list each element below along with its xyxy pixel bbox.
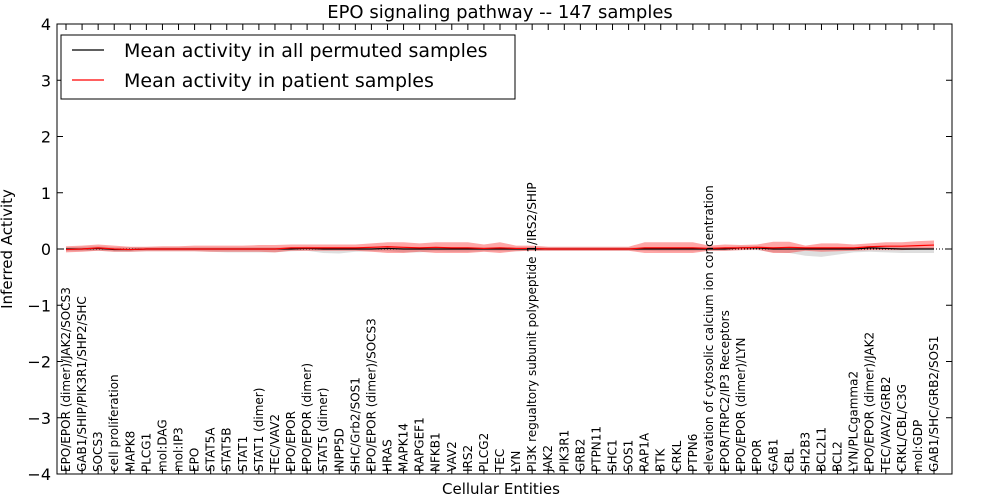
x-category-label: SHC/Grb2/SOS1 <box>348 377 362 472</box>
y-tick-label: −4 <box>27 465 51 484</box>
x-category-label: mol:GDP <box>911 420 925 472</box>
x-category-label: IRS2 <box>461 445 475 472</box>
x-category-label: GAB1/SHIP/PIK3R1/SHP2/SHC <box>75 296 89 472</box>
x-category-label: RAPGEF1 <box>413 417 427 472</box>
x-category-label: STAT1 <box>236 436 250 472</box>
x-category-label: MAPK8 <box>123 431 137 472</box>
x-category-label: JAK2 <box>541 445 555 473</box>
y-tick-label: 0 <box>41 240 51 259</box>
x-category-label: EPO/EPOR (dimer)/SOCS3 <box>364 318 378 472</box>
y-tick-label: 3 <box>41 71 51 90</box>
x-category-label: SHC1 <box>606 439 620 472</box>
x-category-label: TEC/VAV2 <box>268 414 282 473</box>
x-category-label: TEC <box>493 449 507 473</box>
x-category-label: elevation of cytosolic calcium ion conce… <box>702 185 716 472</box>
x-category-label: PTPN11 <box>589 426 603 472</box>
x-category-label: STAT5A <box>204 427 218 472</box>
legend-label-permuted: Mean activity in all permuted samples <box>124 40 487 62</box>
x-category-label: STAT5 (dimer) <box>316 388 330 472</box>
x-category-label: CRKL <box>670 440 684 472</box>
x-category-label: SOCS3 <box>91 431 105 472</box>
x-category-label: VAV2 <box>445 441 459 472</box>
band-patient <box>66 240 934 253</box>
x-category-label: EPO/EPOR (dimer)/JAK2/SOCS3 <box>59 287 73 472</box>
x-category-label: PLCG2 <box>477 433 491 472</box>
x-category-label: LYN/PLCgamma2 <box>847 371 861 472</box>
x-category-label: RAP1A <box>638 432 652 472</box>
x-category-label: BCL2 <box>831 441 845 472</box>
x-category-label: INPP5D <box>332 428 346 472</box>
x-category-label: SOS1 <box>622 440 636 472</box>
x-category-label: mol:IP3 <box>172 427 186 472</box>
x-category-label: HRAS <box>380 439 394 472</box>
x-category-label: EPO/EPOR (dimer) <box>300 363 314 472</box>
x-category-label: EPOR <box>750 439 764 472</box>
y-tick-label: −2 <box>27 353 51 372</box>
x-category-label: STAT5B <box>220 428 234 473</box>
x-category-label: GAB1 <box>766 439 780 472</box>
x-category-label: GRB2 <box>573 438 587 472</box>
x-category-label: EPO/EPOR (dimer)/JAK2 <box>863 332 877 472</box>
x-category-label: EPOR/TRPC2/IP3 Receptors <box>718 310 732 472</box>
x-category-label: cell proliferation <box>107 374 121 472</box>
legend: Mean activity in all permuted samples Me… <box>60 34 516 100</box>
x-category-label: mol:DAG <box>155 419 169 472</box>
x-category-label: CRKL/CBL/C3G <box>895 384 909 472</box>
legend-box <box>60 34 516 100</box>
x-category-label: EPO/EPOR (dimer)/LYN <box>734 338 748 472</box>
y-tick-label: 4 <box>41 15 51 34</box>
x-category-label: BCL2L1 <box>814 427 828 472</box>
x-category-label: EPO <box>188 448 202 472</box>
y-tick-label: 1 <box>41 184 51 203</box>
y-tick-label: 2 <box>41 128 51 147</box>
x-axis-label: Cellular Entities <box>442 480 560 498</box>
plot-frame <box>56 23 953 475</box>
chart-title: EPO signaling pathway -- 147 samples <box>327 2 673 23</box>
x-category-label: CBL <box>782 448 796 472</box>
series-line-patient <box>65 244 935 251</box>
x-category-label: SH2B3 <box>798 432 812 472</box>
x-category-label: PIK3R1 <box>557 430 571 472</box>
x-category-label: MAPK14 <box>397 423 411 472</box>
y-tick-label: −1 <box>27 296 51 315</box>
x-category-label: STAT1 (dimer) <box>252 388 266 472</box>
y-tick-label: −3 <box>27 409 51 428</box>
y-axis-label: Inferred Activity <box>0 189 16 309</box>
x-category-label: BTK <box>654 447 668 472</box>
legend-label-patient: Mean activity in patient samples <box>124 70 434 92</box>
x-category-label: PI3K regualtory subunit polypeptide 1/IR… <box>525 182 539 472</box>
x-category-label: NFKB1 <box>429 432 443 472</box>
x-category-label: EPO/EPOR <box>284 411 298 472</box>
x-category-label: TEC/VAV2/GRB2 <box>879 376 893 473</box>
x-category-label: PTPN6 <box>686 434 700 472</box>
x-category-label: GAB1/SHC/GRB2/SOS1 <box>927 336 941 472</box>
x-category-label: LYN <box>509 451 523 472</box>
x-category-label: PLCG1 <box>139 433 153 472</box>
